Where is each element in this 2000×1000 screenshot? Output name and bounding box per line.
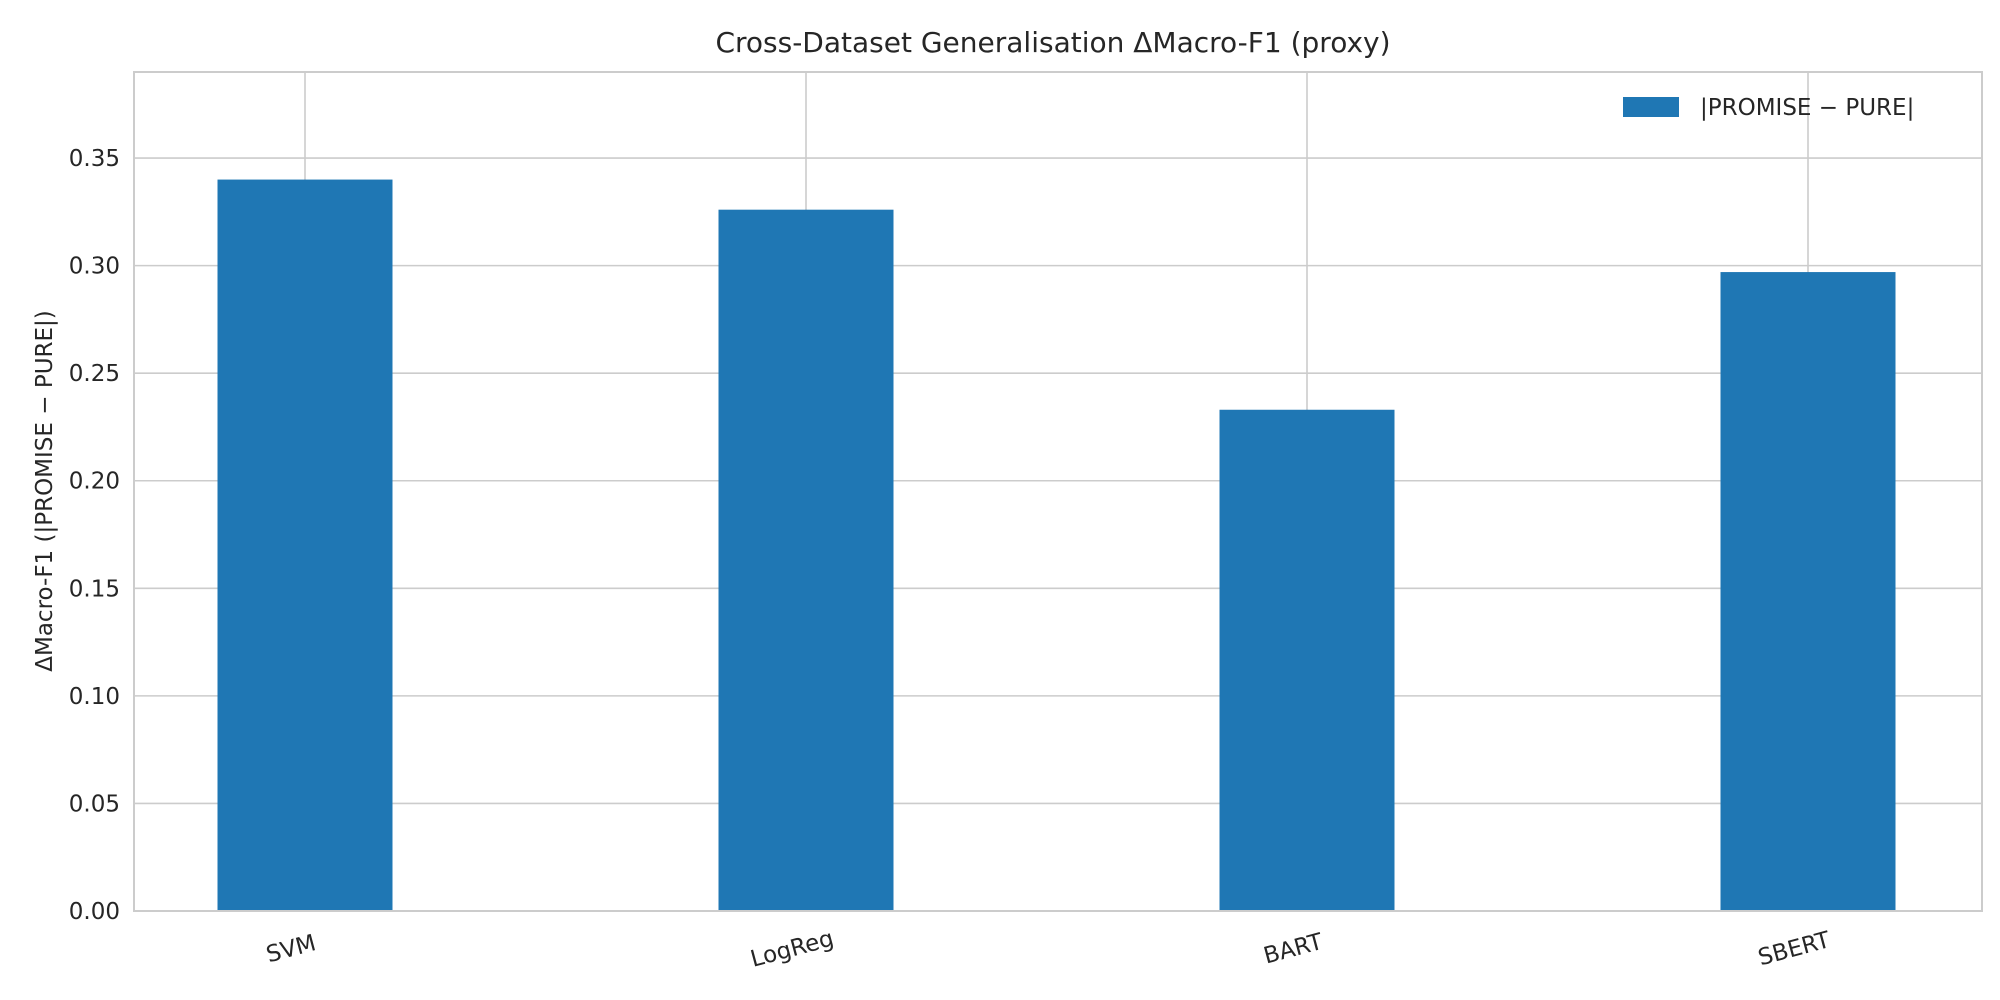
chart-title: Cross-Dataset Generalisation ΔMacro-F1 (… xyxy=(715,26,1390,59)
y-tick-label: 0.30 xyxy=(69,254,120,280)
y-tick-label: 0.35 xyxy=(69,146,120,172)
bar-sbert xyxy=(1720,272,1896,912)
bar-logreg xyxy=(718,209,894,911)
y-tick-label: 0.00 xyxy=(69,899,120,925)
y-tick-label: 0.10 xyxy=(69,684,120,710)
y-tick-label: 0.20 xyxy=(69,469,120,495)
bar-bart xyxy=(1219,409,1395,911)
legend: |PROMISE − PURE| xyxy=(1623,95,1914,121)
y-tick-label: 0.05 xyxy=(69,791,120,817)
y-axis-label: ΔMacro-F1 (|PROMISE − PURE|) xyxy=(32,310,58,672)
y-axis-ticks: 0.00 0.05 0.10 0.15 0.20 0.25 0.30 0.35 xyxy=(69,146,120,925)
plot-frame xyxy=(133,71,1983,912)
y-tick-label: 0.25 xyxy=(69,361,120,387)
legend-swatch xyxy=(1623,97,1679,117)
bars xyxy=(217,179,1896,912)
y-tick-label: 0.15 xyxy=(69,576,120,602)
bar-svm xyxy=(217,179,393,912)
legend-label: |PROMISE − PURE| xyxy=(1700,95,1914,121)
